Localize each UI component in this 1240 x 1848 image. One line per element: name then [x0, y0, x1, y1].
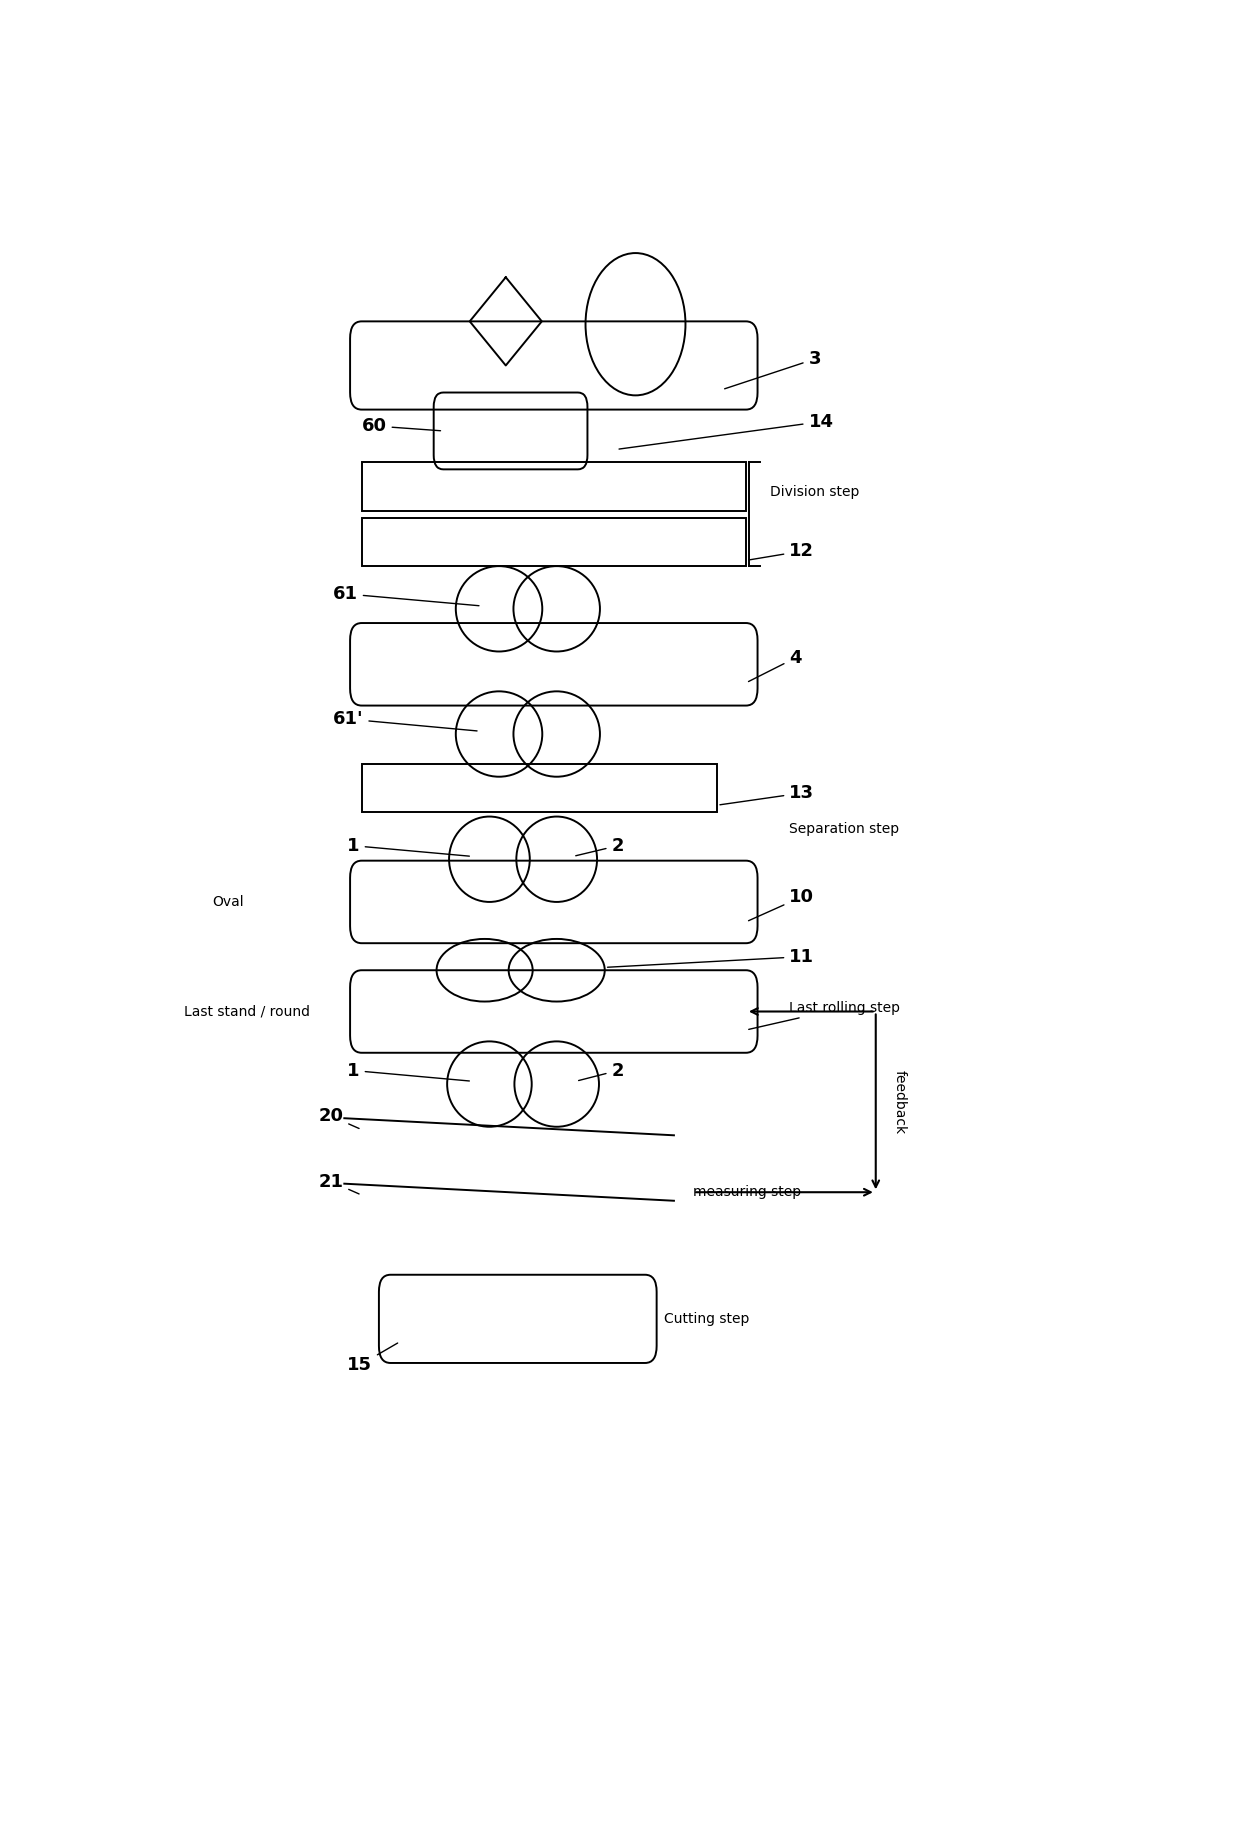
Text: 4: 4: [749, 649, 802, 682]
Text: 20: 20: [319, 1107, 360, 1129]
Bar: [362, 462, 746, 510]
Text: 61: 61: [332, 584, 479, 606]
Text: 1: 1: [347, 837, 470, 856]
Text: Cutting step: Cutting step: [665, 1312, 750, 1325]
Bar: [362, 763, 717, 813]
Text: 21: 21: [319, 1172, 360, 1194]
Text: Separation step: Separation step: [789, 822, 899, 837]
Text: Oval: Oval: [213, 894, 244, 909]
Text: 3: 3: [724, 349, 821, 388]
Text: 13: 13: [720, 784, 815, 804]
Text: 12: 12: [749, 541, 815, 560]
Bar: [362, 517, 746, 565]
Text: 60: 60: [362, 418, 440, 434]
Text: 15: 15: [347, 1343, 398, 1375]
Text: 1: 1: [347, 1061, 470, 1081]
Text: 10: 10: [749, 887, 815, 920]
Text: feedback: feedback: [893, 1070, 906, 1135]
Text: 2: 2: [579, 1061, 624, 1081]
Text: 61': 61': [332, 710, 477, 732]
Text: 14: 14: [619, 412, 833, 449]
Text: 11: 11: [608, 948, 815, 967]
Text: Division step: Division step: [770, 486, 859, 499]
Text: 2: 2: [575, 837, 624, 856]
Text: Last stand / round: Last stand / round: [184, 1005, 310, 1018]
Text: Last rolling step: Last rolling step: [749, 1000, 900, 1029]
Text: measuring step: measuring step: [693, 1185, 801, 1199]
